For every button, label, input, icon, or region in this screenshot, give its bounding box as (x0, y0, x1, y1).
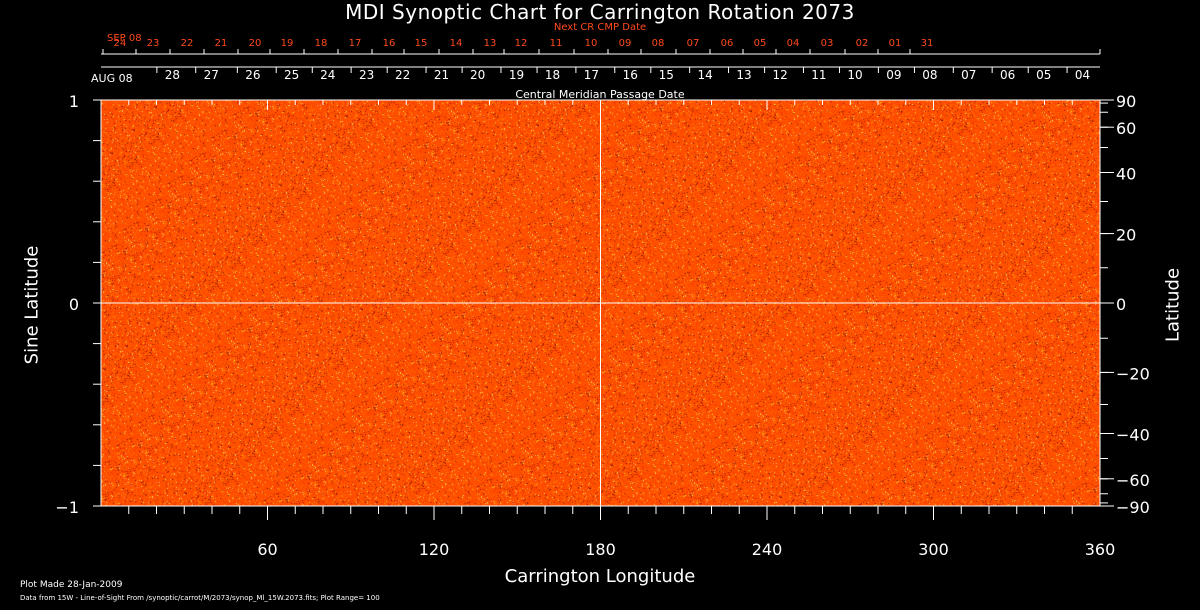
cmp-date-label: 10 (847, 68, 862, 82)
plot-made-note: Plot Made 28-Jan-2009 (20, 580, 123, 590)
next-cr-date-label: 18 (315, 38, 328, 49)
y-right-tick-label: 60 (1116, 119, 1136, 138)
x-tick-label: 240 (752, 540, 783, 559)
y-right-tick-label: −20 (1116, 364, 1150, 383)
cmp-date-label: 17 (584, 68, 599, 82)
cmp-date-label: 19 (509, 68, 524, 82)
y-right-tick-label: 90 (1116, 92, 1136, 111)
next-cr-date-label: 14 (450, 38, 463, 49)
cmp-date-label: 09 (886, 68, 901, 82)
cmp-date-label: 11 (811, 68, 826, 82)
y-right-tick-label: −60 (1116, 471, 1150, 490)
next-cr-date-label: 19 (281, 38, 294, 49)
next-cr-date-label: 22 (181, 38, 194, 49)
y-right-tick-label: −40 (1116, 425, 1150, 444)
cmp-date-label: 16 (623, 68, 638, 82)
cmp-date-label: 27 (204, 68, 219, 82)
cmp-date-label: 22 (395, 68, 410, 82)
y-left-tick-label: −1 (55, 498, 79, 517)
next-cr-date-label: 07 (687, 38, 700, 49)
cmp-date-label: 24 (320, 68, 335, 82)
cmp-date-label: Central Meridian Passage Date (515, 88, 685, 101)
cmp-date-label: 18 (545, 68, 560, 82)
x-tick-label: 60 (257, 540, 277, 559)
cmp-start-date: AUG 08 (91, 72, 133, 85)
next-cr-date-label: 20 (249, 38, 262, 49)
cmp-date-label: 28 (165, 68, 180, 82)
cmp-date-label: 06 (1000, 68, 1015, 82)
cmp-date-label: 04 (1075, 68, 1090, 82)
next-cr-date-label: 01 (889, 38, 902, 49)
cmp-date-label: 25 (284, 68, 299, 82)
chart-title: MDI Synoptic Chart for Carrington Rotati… (345, 0, 855, 24)
cmp-date-label: 21 (434, 68, 449, 82)
y-left-tick-label: 0 (69, 295, 79, 314)
y-axis-left-label: Sine Latitude (21, 245, 43, 365)
y-left-tick-label: 1 (69, 92, 79, 111)
next-cr-date-label: 23 (147, 38, 160, 49)
cmp-date-label: 20 (470, 68, 485, 82)
next-cr-date-label: 15 (415, 38, 428, 49)
next-cr-date-label: 04 (787, 38, 800, 49)
cmp-date-label: 15 (659, 68, 674, 82)
cmp-date-label: 26 (245, 68, 260, 82)
next-cr-date-label: 24 (114, 38, 127, 49)
next-cr-date-label: 21 (215, 38, 228, 49)
x-tick-label: 180 (585, 540, 616, 559)
cmp-date-label: 12 (772, 68, 787, 82)
cmp-date-label: 23 (359, 68, 374, 82)
next-cr-date-label: 09 (619, 38, 632, 49)
cmp-date-label: 08 (922, 68, 937, 82)
y-right-tick-label: −90 (1116, 498, 1150, 517)
x-tick-label: 360 (1085, 540, 1116, 559)
y-right-tick-label: 20 (1116, 226, 1136, 245)
x-axis-label: Carrington Longitude (504, 566, 696, 587)
next-cr-start-date: SEP 08 (107, 33, 142, 44)
next-cr-date-label: 12 (515, 38, 528, 49)
next-cr-date-label: 08 (652, 38, 665, 49)
y-right-tick-label: 40 (1116, 165, 1136, 184)
next-cr-date-label: 03 (821, 38, 834, 49)
next-cr-date-label: 06 (721, 38, 734, 49)
next-cr-date-label: 05 (754, 38, 767, 49)
x-tick-label: 300 (918, 540, 949, 559)
next-cr-date-label: 17 (349, 38, 362, 49)
cmp-date-label: 05 (1036, 68, 1051, 82)
next-cr-date-label: 16 (383, 38, 396, 49)
cmp-date-label: 14 (698, 68, 713, 82)
next-cr-date-label: 10 (585, 38, 598, 49)
x-tick-label: 120 (419, 540, 450, 559)
next-cr-date-label: 13 (484, 38, 497, 49)
y-axis-right-label: Latitude (1162, 267, 1184, 343)
cmp-date-label: 07 (961, 68, 976, 82)
cmp-date-label: 13 (736, 68, 751, 82)
next-cr-date-label: 02 (856, 38, 869, 49)
y-right-tick-label: 0 (1116, 295, 1126, 314)
next-cr-date-label: 31 (921, 38, 934, 49)
next-cr-cmp-label: Next CR CMP Date (553, 22, 647, 33)
next-cr-date-label: 11 (550, 38, 563, 49)
data-source-note: Data from 15W - Line-of-Sight From /syno… (20, 594, 380, 602)
